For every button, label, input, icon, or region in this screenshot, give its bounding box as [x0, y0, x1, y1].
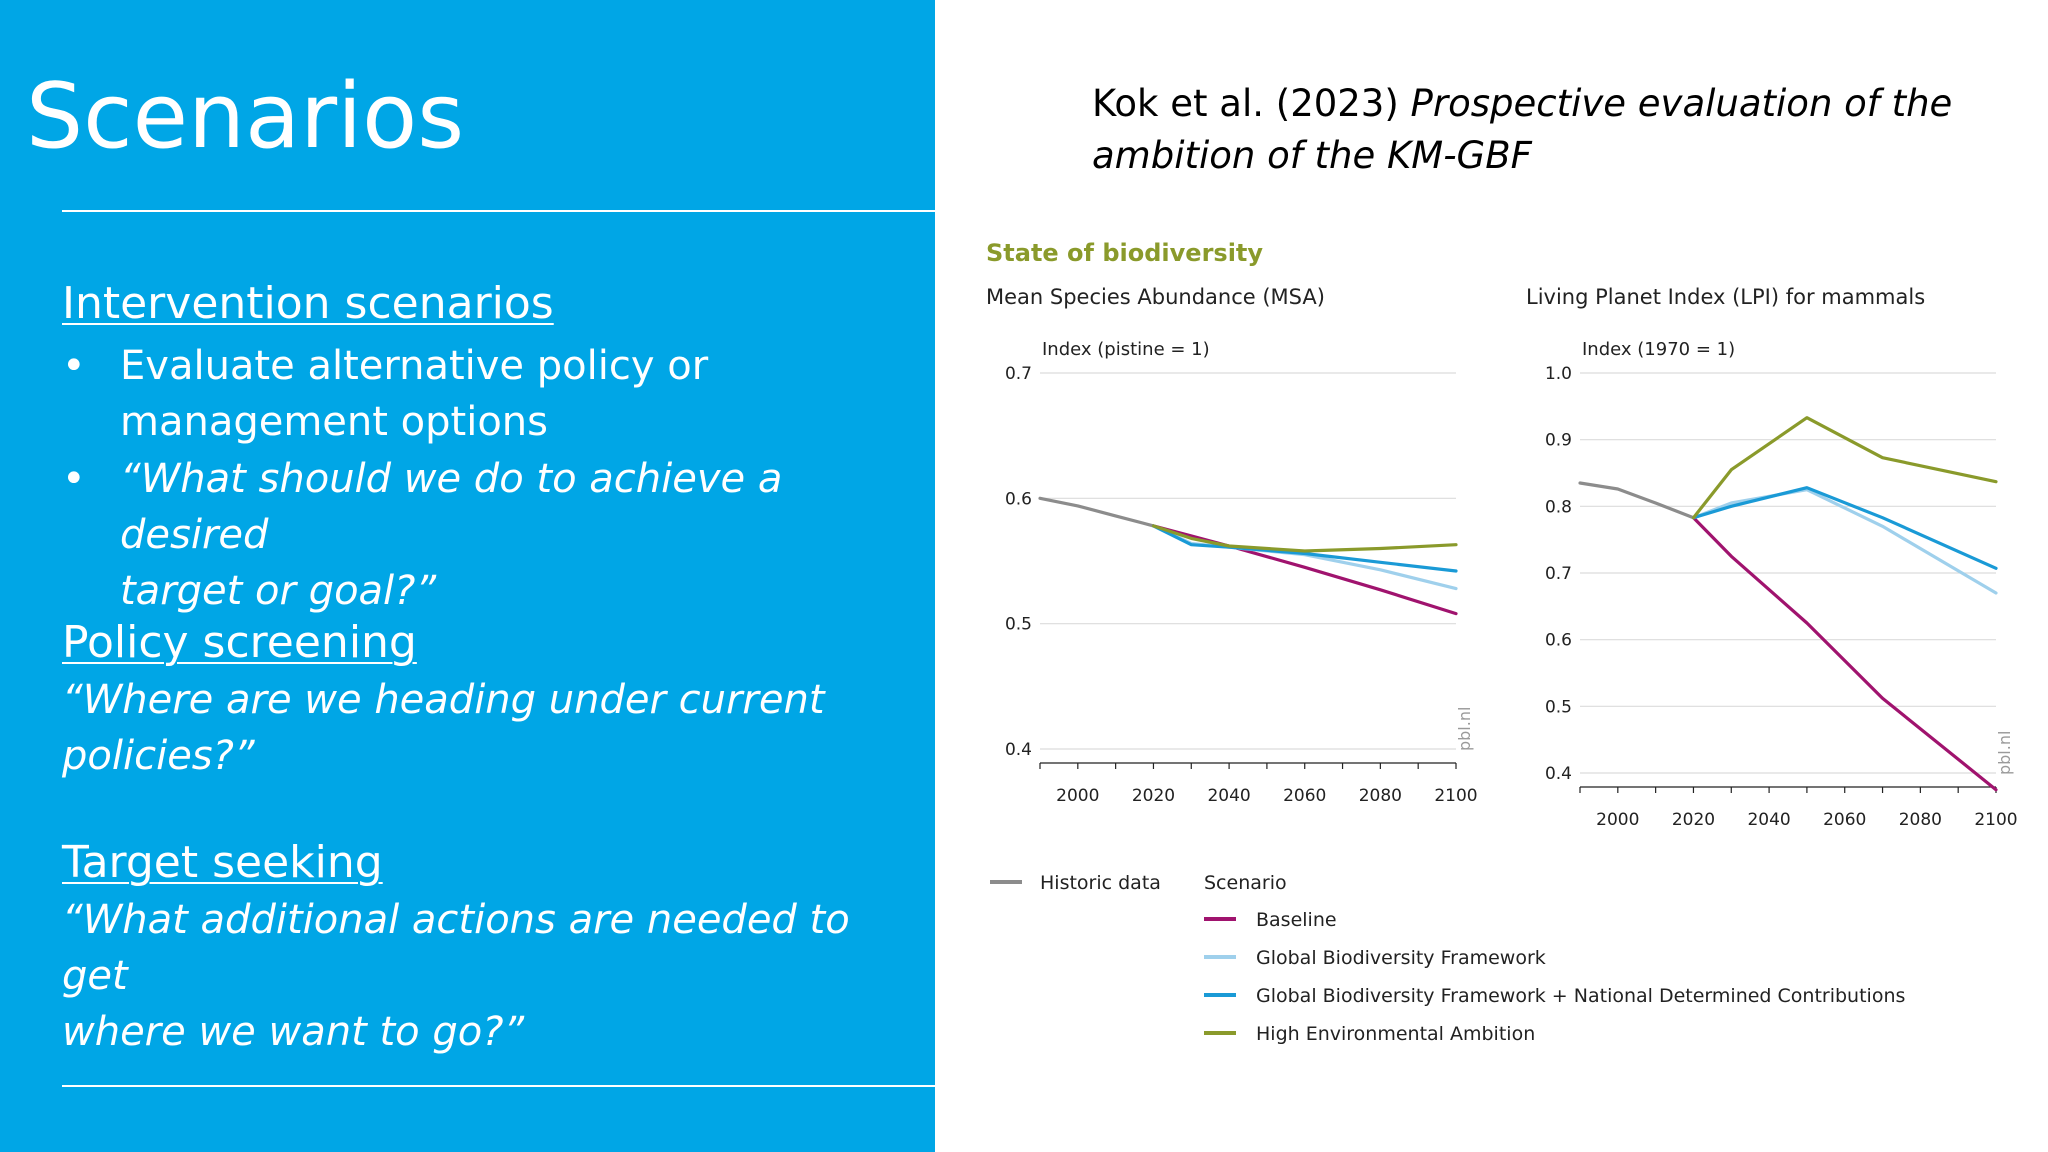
lpi-chart: Living Planet Index (LPI) for mammals Ind…: [1526, 285, 2018, 830]
legend-label-baseline: Baseline: [1256, 909, 1337, 931]
watermark: pbl.nl: [1995, 731, 2014, 775]
slide-title: Scenarios: [26, 64, 465, 169]
y-tick-label: 0.7: [1545, 564, 1572, 584]
watermark: pbl.nl: [1455, 707, 1474, 751]
bullet-dot: •: [62, 456, 86, 502]
x-tick-label: 2020: [1672, 810, 1715, 830]
msa-chart: Mean Species Abundance (MSA) Index (pisti…: [986, 285, 1478, 806]
y-tick-label: 0.8: [1545, 497, 1572, 517]
y-tick-label: 0.5: [1005, 615, 1032, 635]
legend-label-gbf_ndc: Global Biodiversity Framework + National…: [1256, 985, 1905, 1007]
series-line-gbf_ndc: [1151, 524, 1458, 573]
reference-title-part2: ambition of the KM-GBF: [1092, 134, 1532, 177]
bullet-line: Evaluate alternative policy or: [120, 343, 709, 389]
x-tick-label: 2100: [1974, 810, 2017, 830]
bullet-line: target or goal?”: [120, 568, 437, 614]
y-tick-label: 0.9: [1545, 431, 1572, 451]
y-tick-label: 0.7: [1005, 364, 1032, 384]
section-heading-policy-screening: Policy screening: [62, 617, 417, 668]
reference-authors: Kok et al. (2023): [1092, 82, 1411, 125]
msa-chart-title: Mean Species Abundance (MSA): [986, 285, 1325, 309]
x-tick-label: 2080: [1899, 810, 1942, 830]
y-tick-label: 0.5: [1545, 697, 1572, 717]
series-line-historic: [1578, 481, 1696, 520]
msa-y-axis-label: Index (pistine = 1): [1042, 339, 1210, 360]
bullet-line: management options: [120, 399, 548, 445]
x-tick-label: 2060: [1823, 810, 1866, 830]
y-tick-label: 0.6: [1545, 631, 1572, 651]
x-tick-label: 2040: [1207, 786, 1250, 806]
reference-title-part1: Prospective evaluation of the: [1410, 82, 1953, 125]
x-tick-label: 2020: [1132, 786, 1175, 806]
y-tick-label: 1.0: [1545, 364, 1572, 384]
legend-label-gbf: Global Biodiversity Framework: [1256, 947, 1546, 969]
section-line: “Where are we heading under current: [62, 677, 825, 723]
divider-top: [62, 210, 935, 212]
chart-legend: Historic data Scenario Baseline Global Biod…: [990, 872, 1905, 1045]
y-tick-label: 0.6: [1005, 489, 1032, 509]
series-line-gbf: [1151, 524, 1458, 591]
section-heading-intervention: Intervention scenarios: [62, 278, 554, 329]
figure-heading: State of biodiversity: [986, 239, 1263, 267]
series-line-gbf_ndc: [1691, 486, 1998, 570]
series-line-hea: [1151, 524, 1458, 553]
biodiversity-figure: State of biodiversity Mean Species Abund…: [986, 239, 2018, 1045]
legend-label-hea: High Environmental Ambition: [1256, 1023, 1535, 1045]
y-tick-label: 0.4: [1005, 740, 1032, 760]
legend-scenario-title: Scenario: [1204, 872, 1287, 894]
bullet-dot: •: [62, 343, 86, 389]
series-line-gbf: [1691, 488, 1998, 595]
divider-bottom: [62, 1085, 935, 1087]
x-tick-label: 2000: [1056, 786, 1099, 806]
section-text-policy-screening: “Where are we heading under current poli…: [62, 672, 912, 784]
section-line: “What additional actions are needed to g…: [62, 897, 850, 999]
section-text-target-seeking: “What additional actions are needed to g…: [62, 892, 912, 1060]
bullet-line: “What should we do to achieve a desired: [120, 456, 783, 558]
reference-line-1: Kok et al. (2023) Prospective evaluation…: [1092, 78, 1992, 130]
x-tick-label: 2000: [1596, 810, 1639, 830]
series-line-baseline: [1691, 516, 1998, 792]
lpi-y-axis-label: Index (1970 = 1): [1582, 339, 1735, 360]
x-tick-label: 2040: [1747, 810, 1790, 830]
y-tick-label: 0.4: [1545, 764, 1572, 784]
series-line-baseline: [1151, 524, 1458, 616]
left-panel: Scenarios Intervention scenarios • Evalu…: [0, 0, 935, 1152]
series-line-hea: [1691, 416, 1998, 520]
x-tick-label: 2080: [1359, 786, 1402, 806]
lpi-chart-title: Living Planet Index (LPI) for mammals: [1526, 285, 1925, 309]
x-tick-label: 2100: [1434, 786, 1477, 806]
legend-label-historic: Historic data: [1040, 872, 1161, 894]
reference-citation: Kok et al. (2023) Prospective evaluation…: [1092, 78, 1992, 182]
section-heading-target-seeking: Target seeking: [62, 837, 383, 888]
series-line-historic: [1038, 496, 1156, 528]
x-tick-label: 2060: [1283, 786, 1326, 806]
section-line: where we want to go?”: [62, 1009, 525, 1055]
section-line: policies?”: [62, 733, 255, 779]
